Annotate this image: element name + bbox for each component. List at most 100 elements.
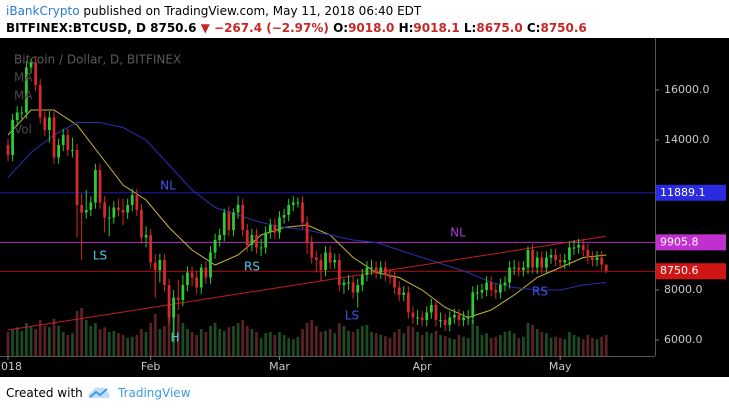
candle-body <box>448 317 452 325</box>
h-value: 9018.1 <box>413 21 460 35</box>
volume-bar <box>245 326 249 356</box>
candle-body <box>549 255 553 258</box>
candle-body <box>282 215 286 218</box>
candle-body <box>273 225 277 233</box>
candle-body <box>98 170 102 203</box>
volume-bar <box>572 335 576 356</box>
candle-body <box>581 245 585 250</box>
volume-bar <box>393 332 396 356</box>
volume-bar <box>434 330 438 356</box>
volume-bar <box>429 333 433 356</box>
volume-bar <box>34 329 37 356</box>
candle-body <box>52 117 56 158</box>
volume-bar <box>406 326 410 356</box>
candle-body <box>43 117 47 130</box>
volume-bar <box>273 335 277 356</box>
volume-bar <box>121 335 125 356</box>
volume-bar <box>43 326 47 356</box>
volume-bar <box>20 330 24 356</box>
volume-bar <box>342 326 346 356</box>
candle-body <box>342 282 346 285</box>
volume-bar <box>186 329 189 356</box>
candle-body <box>485 282 488 290</box>
volume-bar <box>503 332 507 356</box>
volume-bar <box>591 338 594 356</box>
candle-body <box>480 290 484 293</box>
annotation: NL <box>160 179 176 193</box>
volume-bar <box>195 335 199 356</box>
candle-body <box>471 292 475 318</box>
volume-bar <box>144 332 148 356</box>
level-tag-label: 9905.8 <box>660 235 699 248</box>
candle-body <box>434 305 438 320</box>
candle-body <box>531 250 534 268</box>
volume-bar <box>80 308 84 356</box>
volume-bar <box>526 323 530 356</box>
candle-body <box>268 225 272 233</box>
volume-bar <box>158 329 162 356</box>
candle-body <box>176 297 180 300</box>
volume-bar <box>439 335 442 356</box>
candle-body <box>190 272 194 278</box>
candle-body <box>296 202 300 204</box>
volume-bar <box>232 326 235 356</box>
candle-body <box>452 315 456 318</box>
level-tag-label: 11889.1 <box>660 186 706 199</box>
volume-bar <box>411 327 415 356</box>
volume-bar <box>365 324 369 356</box>
candle-body <box>144 235 148 238</box>
candle-body <box>397 287 401 295</box>
h-label: H: <box>398 21 414 35</box>
candle-body <box>402 292 406 295</box>
volume-bar <box>259 338 263 356</box>
candle-body <box>365 267 369 275</box>
volume-bar <box>360 326 364 356</box>
candle-body <box>324 252 327 270</box>
x-tick-label: Apr <box>413 360 433 373</box>
candle-body <box>20 112 24 114</box>
candle-body <box>172 297 176 318</box>
candle-body <box>429 305 433 313</box>
volume-bar <box>291 339 295 356</box>
annotation: LS <box>345 309 359 323</box>
candle-body <box>264 232 268 248</box>
level-tag <box>656 184 726 201</box>
volume-bar <box>535 329 539 356</box>
volume-bar <box>25 323 28 356</box>
volume-bar <box>84 320 88 356</box>
candle-body <box>250 235 254 245</box>
candle-body <box>563 260 567 263</box>
y-tick-label: 6000.0 <box>664 333 703 346</box>
volume-bar <box>549 338 553 356</box>
candle-body <box>499 285 502 293</box>
volume-bar <box>485 333 488 356</box>
candle-body <box>388 275 392 278</box>
footer: Created with TradingView <box>0 377 729 411</box>
candle-body <box>522 267 525 270</box>
volume-bar <box>227 327 231 356</box>
annotation: RS <box>532 285 548 299</box>
candle-body <box>595 257 599 260</box>
candle-body <box>337 260 341 285</box>
volume-bar <box>66 335 70 356</box>
volume-bar <box>213 323 217 356</box>
volume-bar <box>540 332 544 356</box>
volume-bar <box>370 332 373 356</box>
candle-body <box>568 247 571 260</box>
candle-body <box>572 247 576 249</box>
candle-body <box>374 267 378 273</box>
indicator-label: MA <box>14 89 33 103</box>
candle-body <box>25 67 28 113</box>
volume-bar <box>255 332 258 356</box>
candle-body <box>291 202 295 205</box>
annotation: RS <box>244 260 260 274</box>
volume-bar <box>351 332 355 356</box>
candle-body <box>508 267 511 283</box>
volume-bar <box>480 335 484 356</box>
volume-bar <box>347 330 350 356</box>
candle-body <box>6 145 10 155</box>
candle-body <box>591 257 594 260</box>
candle-body <box>186 272 189 285</box>
publish-line: iBankCrypto published on TradingView.com… <box>6 4 421 18</box>
